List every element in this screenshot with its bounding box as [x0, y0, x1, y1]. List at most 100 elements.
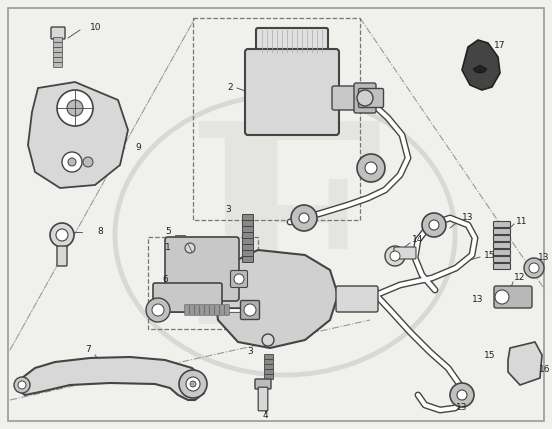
FancyBboxPatch shape	[493, 229, 511, 235]
Text: 12: 12	[514, 274, 526, 283]
Circle shape	[179, 370, 207, 398]
FancyBboxPatch shape	[153, 283, 222, 312]
Circle shape	[57, 90, 93, 126]
FancyBboxPatch shape	[264, 369, 273, 375]
Text: 7: 7	[85, 345, 91, 354]
FancyBboxPatch shape	[493, 250, 511, 256]
Circle shape	[357, 90, 373, 106]
Text: F: F	[187, 114, 384, 383]
FancyBboxPatch shape	[241, 300, 259, 320]
Circle shape	[56, 229, 68, 241]
Text: 13: 13	[462, 214, 474, 223]
Text: 15: 15	[484, 350, 496, 360]
Circle shape	[262, 334, 274, 346]
FancyBboxPatch shape	[256, 28, 328, 54]
Polygon shape	[28, 82, 128, 188]
Text: 3: 3	[225, 205, 231, 214]
Circle shape	[429, 220, 439, 230]
FancyBboxPatch shape	[336, 286, 378, 312]
FancyBboxPatch shape	[242, 245, 253, 251]
FancyBboxPatch shape	[231, 271, 247, 287]
Text: 4: 4	[262, 411, 268, 420]
FancyBboxPatch shape	[493, 257, 511, 263]
FancyBboxPatch shape	[394, 247, 416, 259]
FancyBboxPatch shape	[51, 27, 65, 39]
FancyBboxPatch shape	[242, 233, 253, 239]
FancyBboxPatch shape	[264, 354, 273, 360]
FancyBboxPatch shape	[358, 88, 384, 108]
Circle shape	[152, 304, 164, 316]
FancyBboxPatch shape	[210, 305, 214, 315]
Text: 16: 16	[539, 366, 551, 375]
FancyBboxPatch shape	[195, 305, 199, 315]
Circle shape	[146, 298, 170, 322]
Bar	[193, 18, 360, 220]
FancyBboxPatch shape	[54, 52, 62, 57]
FancyBboxPatch shape	[258, 387, 268, 411]
FancyBboxPatch shape	[220, 305, 224, 315]
Text: 10: 10	[90, 24, 102, 33]
Circle shape	[357, 154, 385, 182]
Polygon shape	[508, 342, 542, 385]
Text: 9: 9	[135, 143, 141, 152]
Circle shape	[495, 290, 509, 304]
FancyBboxPatch shape	[54, 42, 62, 48]
FancyBboxPatch shape	[255, 379, 271, 389]
FancyBboxPatch shape	[225, 305, 229, 315]
Text: 3: 3	[247, 347, 253, 356]
Circle shape	[422, 213, 446, 237]
FancyBboxPatch shape	[264, 375, 273, 380]
Text: 15: 15	[484, 251, 496, 260]
Circle shape	[450, 383, 474, 407]
Text: 1: 1	[165, 244, 171, 253]
Text: 6: 6	[162, 275, 168, 284]
FancyBboxPatch shape	[245, 49, 339, 135]
Circle shape	[14, 377, 30, 393]
FancyBboxPatch shape	[205, 305, 209, 315]
Polygon shape	[215, 250, 338, 348]
FancyBboxPatch shape	[242, 239, 253, 245]
Circle shape	[524, 258, 544, 278]
Circle shape	[67, 100, 83, 116]
FancyBboxPatch shape	[190, 305, 194, 315]
Circle shape	[365, 162, 377, 174]
Text: 13: 13	[538, 254, 550, 263]
FancyBboxPatch shape	[57, 246, 67, 266]
FancyBboxPatch shape	[493, 263, 511, 269]
FancyBboxPatch shape	[242, 251, 253, 257]
FancyBboxPatch shape	[54, 48, 62, 52]
FancyBboxPatch shape	[165, 237, 239, 301]
FancyBboxPatch shape	[494, 286, 532, 308]
Circle shape	[83, 157, 93, 167]
Circle shape	[185, 243, 195, 253]
FancyBboxPatch shape	[215, 305, 219, 315]
Circle shape	[68, 158, 76, 166]
Circle shape	[457, 390, 467, 400]
Circle shape	[390, 251, 400, 261]
Circle shape	[62, 152, 82, 172]
Polygon shape	[18, 357, 205, 400]
Circle shape	[291, 205, 317, 231]
Text: 11: 11	[516, 218, 528, 227]
Wedge shape	[473, 65, 487, 73]
FancyBboxPatch shape	[242, 214, 253, 221]
Circle shape	[234, 274, 244, 284]
FancyBboxPatch shape	[242, 257, 253, 263]
FancyBboxPatch shape	[242, 227, 253, 233]
FancyBboxPatch shape	[54, 57, 62, 63]
FancyBboxPatch shape	[493, 221, 511, 227]
FancyBboxPatch shape	[332, 86, 364, 110]
FancyBboxPatch shape	[54, 37, 62, 42]
Circle shape	[244, 304, 256, 316]
Text: 17: 17	[494, 40, 506, 49]
FancyBboxPatch shape	[493, 242, 511, 248]
Bar	[148, 237, 258, 329]
FancyBboxPatch shape	[242, 221, 253, 227]
Text: 14: 14	[412, 236, 424, 245]
FancyBboxPatch shape	[264, 365, 273, 369]
FancyBboxPatch shape	[493, 236, 511, 242]
Circle shape	[385, 246, 405, 266]
Text: 13: 13	[457, 404, 468, 413]
Circle shape	[186, 377, 200, 391]
FancyBboxPatch shape	[185, 305, 189, 315]
